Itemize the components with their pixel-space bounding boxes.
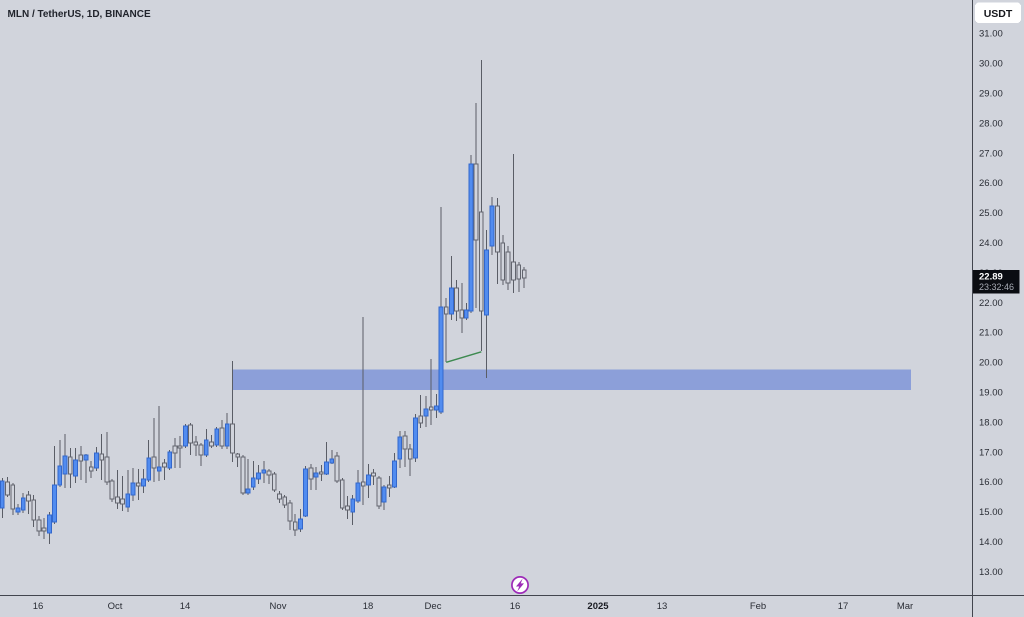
svg-text:17.00: 17.00 (979, 447, 1003, 458)
svg-text:14: 14 (180, 601, 191, 612)
svg-text:17: 17 (838, 601, 849, 612)
svg-text:21.00: 21.00 (979, 328, 1003, 339)
svg-text:Oct: Oct (108, 601, 123, 612)
svg-text:25.00: 25.00 (979, 208, 1003, 219)
svg-text:16: 16 (33, 601, 44, 612)
svg-text:14.00: 14.00 (979, 537, 1003, 548)
svg-text:13: 13 (657, 601, 668, 612)
svg-text:16: 16 (510, 601, 521, 612)
svg-text:USDT: USDT (984, 8, 1013, 20)
svg-text:18: 18 (363, 601, 374, 612)
svg-text:22.89: 22.89 (979, 272, 1003, 283)
svg-text:Mar: Mar (897, 601, 913, 612)
svg-text:19.00: 19.00 (979, 388, 1003, 399)
svg-text:31.00: 31.00 (979, 29, 1003, 40)
svg-text:29.00: 29.00 (979, 89, 1003, 100)
svg-text:26.00: 26.00 (979, 178, 1003, 189)
svg-text:15.00: 15.00 (979, 507, 1003, 518)
svg-text:Feb: Feb (750, 601, 766, 612)
svg-text:22.00: 22.00 (979, 298, 1003, 309)
svg-text:30.00: 30.00 (979, 59, 1003, 70)
svg-text:MLN / TetherUS, 1D, BINANCE: MLN / TetherUS, 1D, BINANCE (8, 9, 151, 20)
svg-text:16.00: 16.00 (979, 477, 1003, 488)
svg-text:27.00: 27.00 (979, 148, 1003, 159)
svg-text:13.00: 13.00 (979, 567, 1003, 578)
svg-text:24.00: 24.00 (979, 238, 1003, 249)
svg-text:23:32:46: 23:32:46 (979, 282, 1014, 292)
svg-text:28.00: 28.00 (979, 118, 1003, 129)
svg-text:20.00: 20.00 (979, 358, 1003, 369)
svg-text:Dec: Dec (425, 601, 442, 612)
svg-text:Nov: Nov (270, 601, 287, 612)
svg-text:18.00: 18.00 (979, 417, 1003, 428)
svg-text:2025: 2025 (587, 601, 609, 612)
